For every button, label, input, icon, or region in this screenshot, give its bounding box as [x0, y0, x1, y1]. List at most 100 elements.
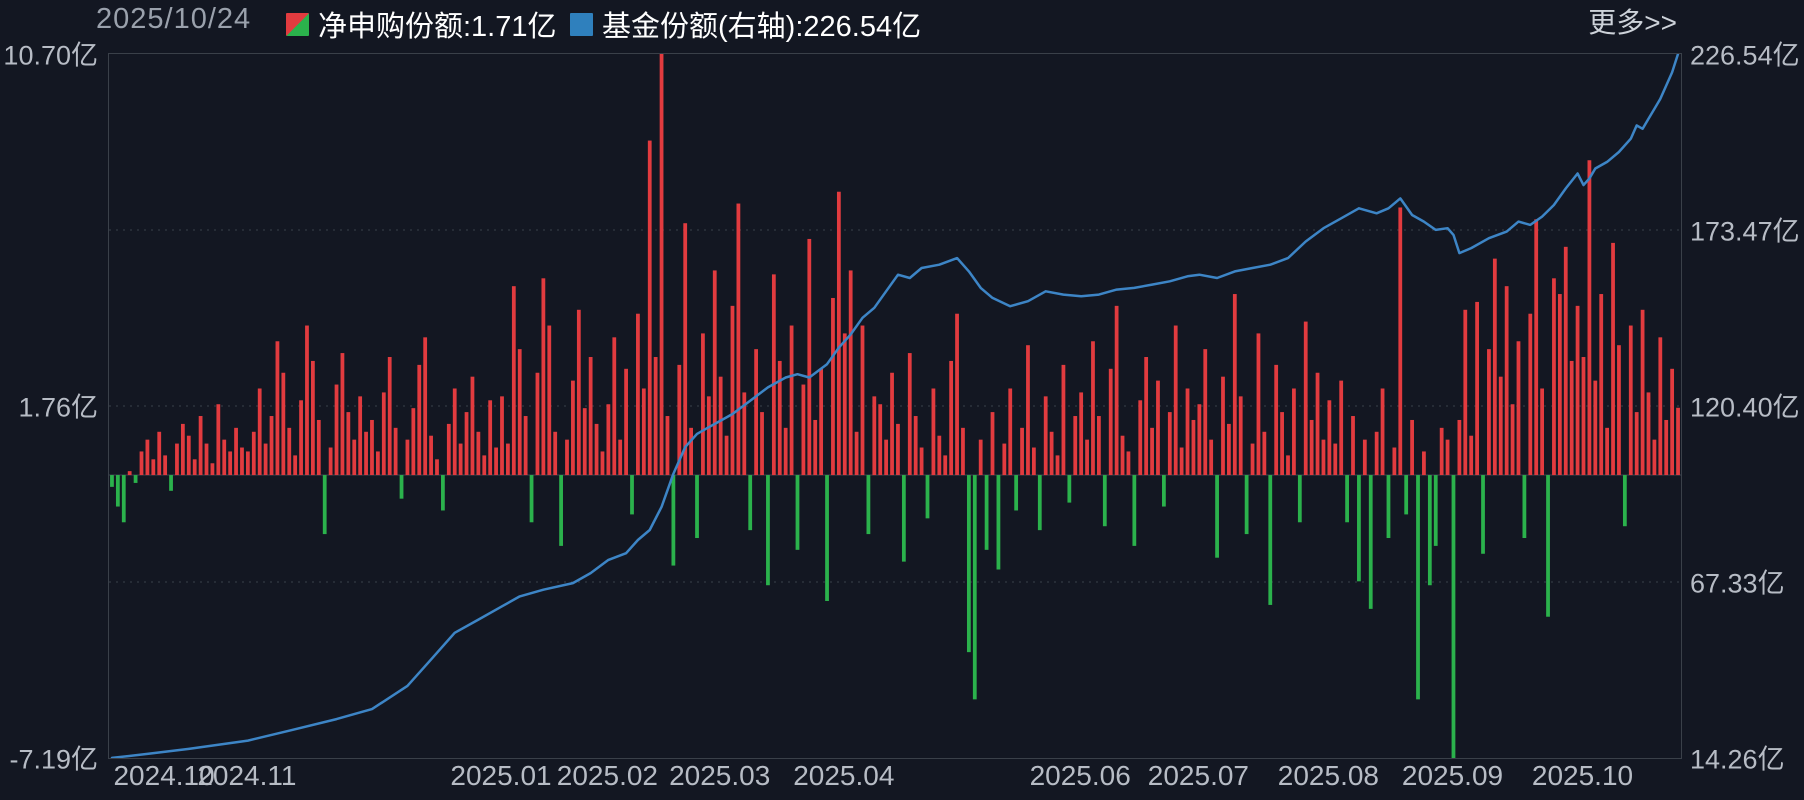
subscription-bar-positive — [1303, 321, 1308, 476]
subscription-bar-negative — [984, 475, 989, 550]
subscription-bar-positive — [647, 140, 652, 476]
subscription-bar-positive — [127, 471, 132, 476]
subscription-bar-negative — [766, 475, 770, 586]
subscription-bar-positive — [163, 455, 168, 476]
subscription-bar-positive — [1185, 388, 1190, 476]
x-axis-label: 2025.06 — [1029, 760, 1131, 791]
subscription-bar-positive — [1274, 364, 1279, 476]
subscription-bar-positive — [1079, 392, 1084, 476]
subscription-bar-positive — [606, 404, 611, 476]
subscription-bar-positive — [931, 388, 936, 476]
subscription-bar-positive — [1398, 207, 1403, 476]
subscription-bar-positive — [884, 439, 889, 476]
subscription-bar-positive — [1605, 427, 1610, 476]
subscription-bar-positive — [1646, 392, 1651, 476]
subscription-bar-positive — [1203, 349, 1208, 476]
subscription-bar-positive — [311, 360, 315, 476]
subscription-bar-positive — [157, 431, 162, 476]
subscription-bar-positive — [1498, 376, 1503, 476]
subscription-bar-positive — [517, 349, 522, 476]
subscription-bar-negative — [1162, 475, 1166, 507]
subscription-bar-positive — [641, 388, 646, 476]
subscription-bar-negative — [1037, 475, 1042, 531]
subscription-bar-positive — [1026, 345, 1030, 476]
subscription-bar-negative — [1522, 475, 1527, 539]
subscription-bar-positive — [1575, 305, 1580, 476]
subscription-bar-positive — [1676, 407, 1680, 476]
x-axis-label: 2025.07 — [1147, 760, 1249, 791]
subscription-bar-positive — [1179, 447, 1184, 476]
subscription-bar-positive — [1315, 372, 1320, 476]
chart-header: 2025/10/24 净申购份额:1.71亿 基金份额(右轴):226.54亿 … — [0, 0, 1804, 44]
subscription-bar-positive — [677, 364, 682, 476]
subscription-bar-positive — [1292, 388, 1296, 476]
subscription-bar-positive — [1439, 427, 1444, 476]
subscription-bar-negative — [169, 475, 173, 491]
subscription-bar-negative — [866, 475, 871, 535]
subscription-bar-positive — [1191, 419, 1196, 476]
subscription-bar-negative — [966, 475, 971, 653]
subscription-bar-positive — [1097, 416, 1101, 476]
subscription-bar-negative — [1102, 475, 1107, 527]
subscription-bar-positive — [801, 384, 806, 476]
subscription-bar-positive — [1091, 341, 1095, 476]
subscription-bar-negative — [110, 475, 114, 487]
subscription-bar-positive — [464, 412, 469, 476]
subscription-bar-positive — [594, 423, 599, 476]
subscription-bar-negative — [1268, 475, 1273, 605]
subscription-bar-positive — [896, 423, 900, 476]
subscription-bar-positive — [813, 419, 818, 476]
subscription-bar-negative — [695, 475, 699, 539]
subscription-bar-positive — [1640, 309, 1645, 476]
subscription-bar-positive — [1002, 443, 1007, 476]
subscription-bar-positive — [387, 357, 392, 476]
subscription-bar-positive — [1569, 360, 1574, 476]
legend-item-net-subscription: 净申购份额:1.71亿 — [286, 3, 557, 45]
subscription-bar-positive — [234, 427, 238, 476]
subscription-bar-positive — [287, 427, 292, 476]
subscription-bar-positive — [1049, 431, 1054, 476]
subscription-bar-positive — [760, 412, 764, 476]
subscription-bar-positive — [1445, 439, 1450, 476]
more-link[interactable]: 更多>> — [1588, 7, 1677, 38]
subscription-bar-positive — [1469, 435, 1474, 476]
subscription-bar-positive — [836, 191, 841, 476]
subscription-bar-positive — [553, 431, 558, 476]
plot-area[interactable] — [108, 53, 1682, 759]
subscription-bar-negative — [671, 475, 676, 566]
subscription-bar-positive — [872, 396, 877, 476]
subscription-bar-positive — [565, 439, 569, 476]
subscription-bar-positive — [718, 376, 723, 476]
subscription-bar-positive — [1321, 439, 1326, 476]
subscription-bar-positive — [1611, 242, 1615, 476]
x-axis-label: 2025.01 — [450, 760, 552, 791]
subscription-bar-positive — [1528, 313, 1533, 476]
subscription-bar-positive — [842, 333, 847, 476]
subscription-bar-positive — [1475, 301, 1479, 476]
subscription-bar-negative — [1546, 475, 1550, 617]
left-axis-tick-min: -7.19亿 — [9, 744, 98, 775]
subscription-bar-positive — [535, 372, 540, 476]
subscription-bar-positive — [1232, 294, 1237, 476]
subscription-bar-positive — [1250, 443, 1255, 476]
subscription-bar-negative — [399, 475, 404, 499]
subscription-bar-negative — [1297, 475, 1302, 523]
subscription-bar-positive — [446, 423, 451, 476]
right-axis-tick-2: 173.47亿 — [1690, 216, 1800, 247]
subscription-bar-positive — [494, 447, 498, 476]
subscription-bar-positive — [1457, 419, 1462, 476]
subscription-bar-negative — [322, 475, 327, 535]
subscription-bar-negative — [1357, 475, 1361, 582]
x-axis-label: 2025.08 — [1277, 760, 1379, 791]
subscription-bar-positive — [1392, 447, 1397, 476]
left-axis-tick-mid: 1.76亿 — [18, 392, 98, 423]
subscription-bar-negative — [1451, 475, 1456, 758]
subscription-bar-positive — [1552, 278, 1556, 476]
subscription-bar-positive — [913, 416, 918, 476]
subscription-bar-positive — [659, 54, 664, 476]
net-subscription-bars — [110, 54, 1680, 758]
subscription-bar-positive — [240, 447, 244, 476]
subscription-bar-positive — [139, 451, 144, 476]
subscription-bar-positive — [470, 376, 475, 476]
subscription-bar-positive — [860, 325, 865, 476]
